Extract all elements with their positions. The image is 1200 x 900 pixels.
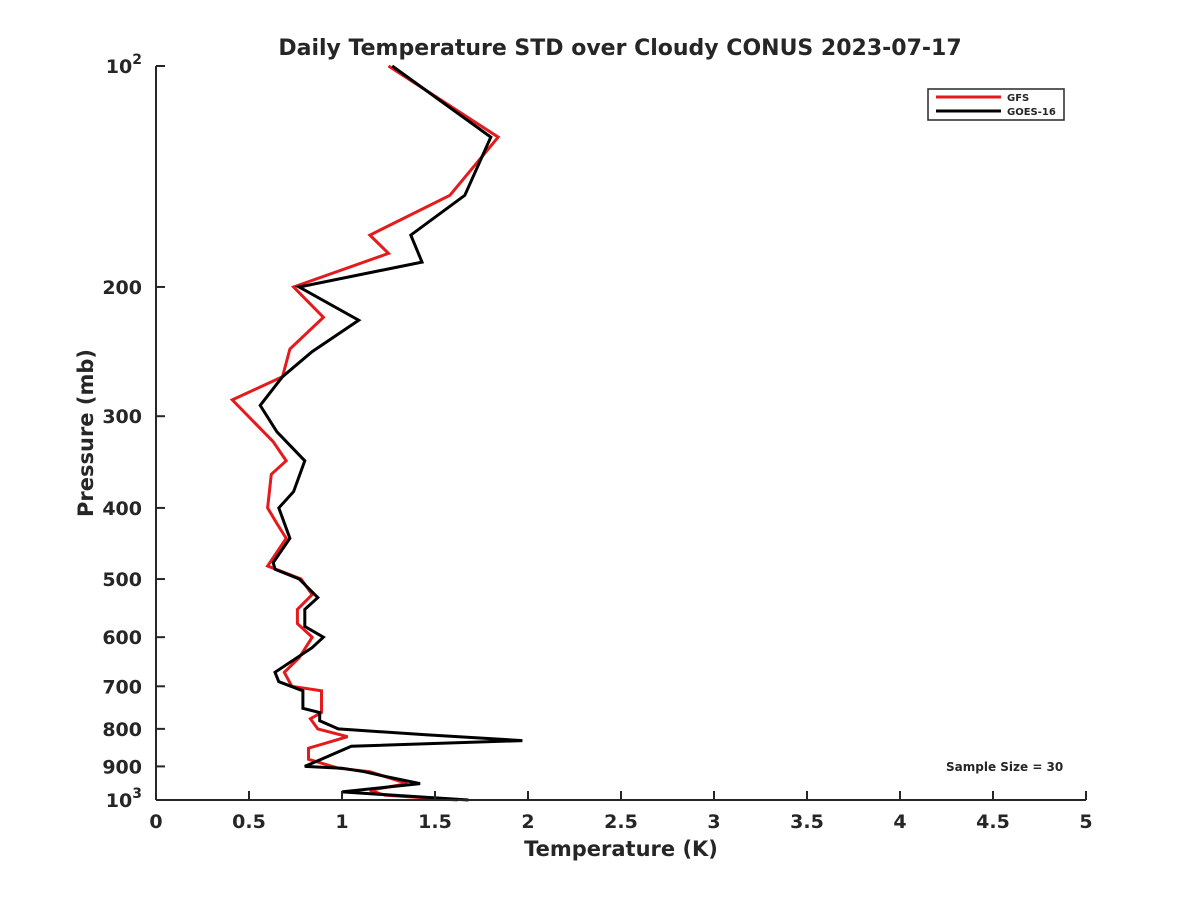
x-tick-label: 2: [521, 811, 534, 833]
x-tick-label: 5: [1079, 811, 1092, 833]
sample-size-annotation: Sample Size = 30: [946, 760, 1063, 774]
y-tick-label: 900: [102, 756, 142, 778]
series-layer: [229, 64, 523, 802]
x-tick-label: 1.5: [418, 811, 452, 833]
y-axis-label: Pressure (mb): [74, 349, 98, 517]
series-line-gfs: [229, 64, 501, 802]
x-tick-label: 1: [335, 811, 348, 833]
x-ticks: 0 0.5 1 1.5 2 2.5 3 3.5 4 4.5 5: [149, 791, 1093, 833]
legend: GFS GOES-16: [927, 88, 1065, 121]
x-tick-label: 0: [149, 811, 162, 833]
y-tick-label-base: 10: [106, 790, 132, 812]
y-tick-label-exponent: 2: [132, 52, 142, 68]
y-tick-label: 500: [102, 569, 142, 591]
y-tick-label: 700: [102, 676, 142, 698]
legend-box: [927, 88, 1065, 121]
y-tick-label: 600: [102, 627, 142, 649]
y-tick-label-exponent: 3: [132, 786, 142, 802]
y-tick-label: 300: [102, 406, 142, 428]
x-tick-label: 4.5: [976, 811, 1010, 833]
x-tick-label: 3.5: [790, 811, 824, 833]
y-tick-label: 800: [102, 719, 142, 741]
x-axis-label: Temperature (K): [524, 837, 718, 861]
y-tick-label: 200: [102, 277, 142, 299]
legend-label-gfs: GFS: [1007, 93, 1029, 104]
x-tick-label: 4: [893, 811, 906, 833]
y-tick-label: 400: [102, 498, 142, 520]
y-tick-label: 103: [106, 786, 142, 812]
chart-title: Daily Temperature STD over Cloudy CONUS …: [278, 36, 961, 61]
series-line-goes16: [258, 64, 523, 802]
legend-label-goes16: GOES-16: [1007, 107, 1056, 118]
y-tick-label: 102: [106, 52, 142, 78]
x-tick-label: 2.5: [604, 811, 638, 833]
y-tick-label-base: 10: [106, 56, 132, 78]
x-tick-label: 0.5: [232, 811, 266, 833]
x-tick-label: 3: [707, 811, 720, 833]
